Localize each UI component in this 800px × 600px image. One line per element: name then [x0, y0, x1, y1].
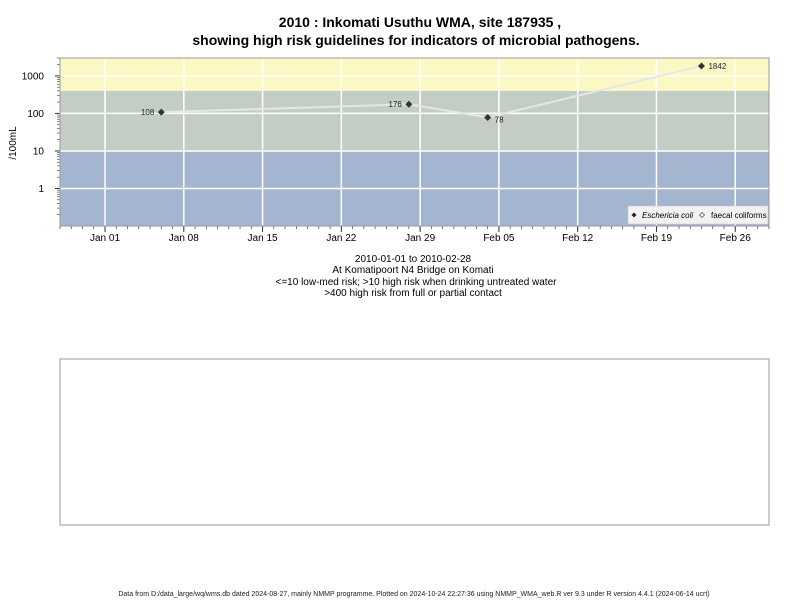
- y-tick-label: 1000: [22, 71, 45, 82]
- y-tick-label: 1: [38, 184, 44, 195]
- caption-date-range: 2010-01-01 to 2010-02-28: [355, 254, 472, 265]
- data-point-e-coli: [405, 100, 413, 108]
- caption-contact-risk: >400 high risk from full or partial cont…: [324, 288, 502, 299]
- y-tick-label: 10: [33, 146, 45, 157]
- data-label: 108: [141, 108, 155, 117]
- data-label: 78: [495, 115, 504, 124]
- legend-label-faecal-coliforms: faecal coliforms: [711, 211, 767, 220]
- y-axis-label: /100mL: [8, 126, 19, 160]
- series-line-e-coli: [161, 64, 702, 119]
- y-tick-label: 100: [27, 109, 44, 120]
- x-tick-label: Feb 19: [641, 233, 673, 244]
- legend-label-e-coli: Eschericia coli: [642, 211, 693, 220]
- x-tick-label: Feb 05: [483, 233, 515, 244]
- chart-title-line2: showing high risk guidelines for indicat…: [192, 32, 639, 48]
- chart-title-line1: 2010 : Inkomati Usuthu WMA, site 187935 …: [279, 14, 561, 30]
- x-tick-label: Feb 26: [720, 233, 752, 244]
- legend-box: [627, 205, 769, 225]
- data-point-e-coli: [697, 62, 705, 70]
- plot-area: Jan 01 Jan 08 Jan 15 Jan 22 Jan 29 Feb 05 Feb …: [22, 57, 770, 244]
- risk-band-1: [60, 90, 769, 151]
- legend-key-faecal-coliforms: [699, 212, 705, 218]
- legend-key-e-coli: [631, 212, 637, 218]
- footer-note: Data from D:/data_large/wq/wms.db dated …: [118, 591, 709, 598]
- x-tick-label: Jan 22: [326, 233, 356, 244]
- x-tick-label: Feb 12: [562, 233, 594, 244]
- x-tick-label: Jan 01: [90, 233, 120, 244]
- data-label: 176: [389, 100, 403, 109]
- x-tick-label: Jan 08: [169, 233, 199, 244]
- x-tick-label: Jan 15: [248, 233, 278, 244]
- data-label: 1842: [708, 62, 726, 71]
- plot-border: [59, 57, 770, 227]
- caption-drinking-risk: <=10 low-med risk; >10 high risk when dr…: [276, 277, 558, 288]
- data-point-e-coli: [484, 113, 492, 121]
- x-tick-label: Jan 29: [405, 233, 435, 244]
- empty-plot-panel: [59, 358, 770, 526]
- data-point-e-coli: [157, 108, 165, 116]
- caption-site: At Komatipoort N4 Bridge on Komati: [332, 265, 493, 276]
- risk-band-2: [60, 58, 769, 91]
